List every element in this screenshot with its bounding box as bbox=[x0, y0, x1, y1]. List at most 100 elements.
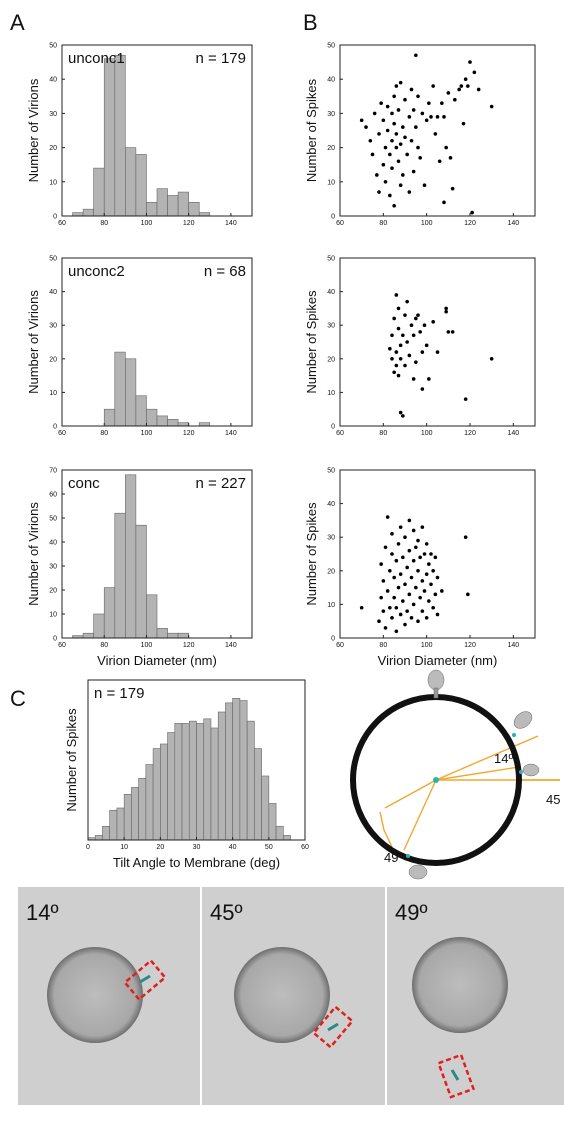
y-tick-label: 0 bbox=[53, 424, 57, 431]
point bbox=[407, 190, 412, 194]
point bbox=[396, 373, 401, 378]
point bbox=[398, 80, 403, 85]
y-tick-label: 10 bbox=[49, 612, 57, 619]
point bbox=[388, 152, 392, 157]
point bbox=[398, 572, 403, 576]
bar bbox=[156, 628, 168, 639]
point bbox=[379, 101, 383, 105]
point bbox=[403, 363, 407, 368]
micrograph: 45º bbox=[202, 887, 385, 1105]
x-tick-label: 40 bbox=[229, 844, 237, 851]
bar bbox=[72, 212, 84, 217]
angle-label: 14º bbox=[494, 751, 513, 766]
n-label: n = 179 bbox=[196, 50, 246, 67]
point bbox=[392, 370, 396, 375]
point bbox=[407, 518, 412, 523]
point bbox=[427, 599, 431, 603]
x-tick-label: 120 bbox=[464, 642, 476, 649]
point bbox=[377, 132, 381, 136]
bar bbox=[103, 587, 116, 639]
point bbox=[463, 397, 468, 401]
x-tick-label: 20 bbox=[156, 844, 164, 851]
bar bbox=[93, 613, 105, 639]
point bbox=[414, 125, 418, 129]
y-tick-label: 30 bbox=[327, 323, 335, 330]
x-tick-label: 120 bbox=[183, 220, 195, 227]
point bbox=[385, 515, 390, 519]
x-tick-label: 100 bbox=[141, 220, 153, 227]
y-tick-label: 30 bbox=[49, 323, 57, 330]
point bbox=[401, 125, 405, 129]
point bbox=[390, 552, 394, 556]
bar bbox=[93, 167, 105, 217]
bar bbox=[109, 809, 118, 841]
point bbox=[440, 101, 444, 105]
bar bbox=[146, 202, 158, 217]
point bbox=[394, 558, 399, 563]
y-tick-label: 0 bbox=[331, 214, 335, 221]
y-tick-label: 40 bbox=[327, 77, 335, 84]
bar bbox=[177, 632, 189, 639]
point bbox=[379, 562, 383, 566]
point bbox=[388, 193, 392, 198]
point bbox=[435, 575, 440, 580]
x-tick-label: 120 bbox=[183, 430, 195, 437]
point bbox=[476, 87, 481, 92]
point bbox=[377, 190, 381, 194]
point bbox=[394, 605, 399, 610]
x-tick-label: 80 bbox=[100, 220, 108, 227]
bar bbox=[125, 147, 137, 217]
y-tick-label: 20 bbox=[327, 145, 335, 152]
point bbox=[372, 111, 377, 116]
bar bbox=[135, 395, 147, 427]
point bbox=[424, 118, 429, 123]
point bbox=[405, 152, 409, 157]
point bbox=[411, 377, 416, 381]
micrograph: 49º bbox=[387, 887, 564, 1105]
point bbox=[440, 589, 444, 593]
n-label: n = 227 bbox=[196, 475, 246, 492]
x-tick-label: 100 bbox=[141, 642, 153, 649]
x-tick-label: 140 bbox=[225, 220, 237, 227]
y-tick-label: 20 bbox=[49, 145, 57, 152]
point bbox=[385, 128, 390, 133]
point bbox=[398, 525, 403, 529]
point bbox=[388, 346, 392, 351]
point bbox=[396, 326, 401, 331]
panel-label: A bbox=[10, 10, 25, 35]
point bbox=[381, 609, 386, 613]
point bbox=[435, 612, 440, 617]
point bbox=[396, 108, 401, 112]
point bbox=[444, 145, 448, 150]
bar bbox=[239, 700, 248, 841]
n-label: n = 179 bbox=[94, 685, 144, 702]
x-tick-label: 60 bbox=[336, 220, 344, 227]
y-tick-label: 10 bbox=[327, 602, 335, 609]
point bbox=[431, 569, 435, 573]
point bbox=[381, 579, 386, 583]
y-tick-label: 40 bbox=[327, 501, 335, 508]
point bbox=[448, 156, 453, 160]
point bbox=[420, 111, 425, 116]
point bbox=[390, 333, 394, 338]
point bbox=[409, 323, 414, 328]
x-tick-label: 60 bbox=[58, 430, 66, 437]
point bbox=[468, 60, 472, 64]
point bbox=[420, 579, 425, 583]
x-tick-label: 140 bbox=[225, 430, 237, 437]
bar bbox=[82, 208, 94, 217]
point bbox=[396, 306, 401, 311]
point bbox=[405, 340, 409, 344]
point bbox=[463, 535, 468, 539]
point bbox=[470, 210, 474, 215]
bar bbox=[116, 807, 125, 841]
bar bbox=[225, 702, 233, 841]
point bbox=[383, 180, 388, 184]
x-tick-label: 100 bbox=[421, 430, 433, 437]
y-tick-label: 10 bbox=[49, 390, 57, 397]
x-tick-label: 50 bbox=[265, 844, 273, 851]
point bbox=[489, 104, 494, 109]
micrograph: 14º bbox=[18, 887, 200, 1105]
x-tick-label: 80 bbox=[379, 642, 387, 649]
point bbox=[416, 145, 420, 150]
